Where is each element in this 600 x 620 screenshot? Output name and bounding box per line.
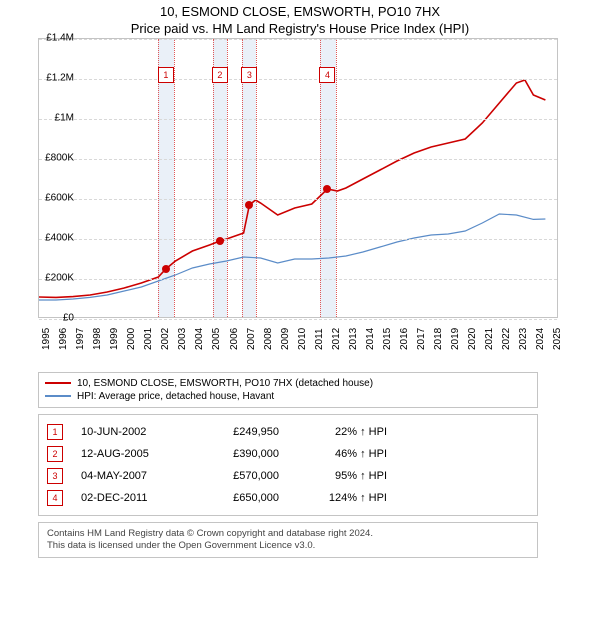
event-pct: 95% ↑ HPI <box>297 470 387 482</box>
plot-region: 1 23 4 <box>38 38 558 318</box>
x-axis-labels: 1995 1996 1997 1998 1999 2000 2001 2002 2003 2004… <box>38 320 558 368</box>
x-axis-label: 2017 <box>416 328 427 350</box>
event-price: £570,000 <box>199 470 279 482</box>
series-hpi <box>39 214 545 300</box>
x-axis-label: 2021 <box>484 328 495 350</box>
x-axis-label: 2022 <box>501 328 512 350</box>
y-axis-label: £0 <box>24 312 74 323</box>
event-flag: 3 <box>47 468 63 484</box>
x-axis-label: 2010 <box>297 328 308 350</box>
y-axis-label: £1.4M <box>24 32 74 43</box>
event-pct: 46% ↑ HPI <box>297 448 387 460</box>
y-axis-label: £800K <box>24 152 74 163</box>
event-row: 3 04-MAY-2007 £570,000 95% ↑ HPI <box>47 465 529 487</box>
x-axis-label: 1995 <box>41 328 52 350</box>
title-line2: Price paid vs. HM Land Registry's House … <box>0 21 600 38</box>
flag-box: 3 <box>241 67 257 83</box>
x-axis-label: 1999 <box>109 328 120 350</box>
title-line1: 10, ESMOND CLOSE, EMSWORTH, PO10 7HX <box>0 4 600 21</box>
footer-line2: This data is licensed under the Open Gov… <box>47 540 529 552</box>
gridline <box>39 279 557 280</box>
x-axis-label: 2006 <box>229 328 240 350</box>
gridline <box>39 119 557 120</box>
x-axis-label: 2008 <box>263 328 274 350</box>
x-axis-label: 2001 <box>143 328 154 350</box>
x-axis-label: 2015 <box>382 328 393 350</box>
x-axis-label: 2013 <box>348 328 359 350</box>
x-axis-label: 2007 <box>246 328 257 350</box>
x-axis-label: 1996 <box>58 328 69 350</box>
x-axis-label: 2012 <box>331 328 342 350</box>
flag-box: 4 <box>319 67 335 83</box>
gridline <box>39 239 557 240</box>
x-axis-label: 2004 <box>194 328 205 350</box>
event-price: £249,950 <box>199 426 279 438</box>
flag-box: 1 <box>158 67 174 83</box>
y-axis-label: £1M <box>24 112 74 123</box>
x-axis-label: 2005 <box>211 328 222 350</box>
x-axis-label: 2025 <box>552 328 563 350</box>
x-axis-label: 2000 <box>126 328 137 350</box>
x-axis-label: 2020 <box>467 328 478 350</box>
y-axis-label: £400K <box>24 232 74 243</box>
event-date: 12-AUG-2005 <box>81 448 181 460</box>
x-axis-label: 2009 <box>280 328 291 350</box>
event-price: £650,000 <box>199 492 279 504</box>
x-axis-label: 2003 <box>177 328 188 350</box>
footer-line1: Contains HM Land Registry data © Crown c… <box>47 528 529 540</box>
chart-svg <box>39 39 559 319</box>
x-axis-label: 2002 <box>160 328 171 350</box>
gridline <box>39 159 557 160</box>
event-flag: 2 <box>47 446 63 462</box>
legend-swatch <box>45 395 71 397</box>
chart-title: 10, ESMOND CLOSE, EMSWORTH, PO10 7HX Pri… <box>0 0 600 38</box>
y-axis-label: £200K <box>24 272 74 283</box>
x-axis-label: 2014 <box>365 328 376 350</box>
x-axis-label: 2024 <box>535 328 546 350</box>
legend-label: HPI: Average price, detached house, Hava… <box>77 391 274 402</box>
legend-item: 10, ESMOND CLOSE, EMSWORTH, PO10 7HX (de… <box>45 377 531 390</box>
gridline <box>39 79 557 80</box>
flag-box: 2 <box>212 67 228 83</box>
legend-swatch <box>45 382 71 384</box>
x-axis-label: 2023 <box>518 328 529 350</box>
event-flag: 4 <box>47 490 63 506</box>
events-table: 1 10-JUN-2002 £249,950 22% ↑ HPI 2 12-AUG-200… <box>38 414 538 516</box>
legend-item: HPI: Average price, detached house, Hava… <box>45 390 531 403</box>
legend-label: 10, ESMOND CLOSE, EMSWORTH, PO10 7HX (de… <box>77 378 373 389</box>
x-axis-label: 1998 <box>92 328 103 350</box>
x-axis-label: 2016 <box>399 328 410 350</box>
event-date: 04-MAY-2007 <box>81 470 181 482</box>
event-row: 2 12-AUG-2005 £390,000 46% ↑ HPI <box>47 443 529 465</box>
y-axis-label: £1.2M <box>24 72 74 83</box>
x-axis-label: 2018 <box>433 328 444 350</box>
x-axis-label: 2019 <box>450 328 461 350</box>
sale-marker <box>245 201 253 209</box>
attribution-footer: Contains HM Land Registry data © Crown c… <box>38 522 538 559</box>
event-row: 4 02-DEC-2011 £650,000 124% ↑ HPI <box>47 487 529 509</box>
event-pct: 22% ↑ HPI <box>297 426 387 438</box>
gridline <box>39 199 557 200</box>
y-axis-label: £600K <box>24 192 74 203</box>
x-axis-label: 1997 <box>75 328 86 350</box>
event-flag: 1 <box>47 424 63 440</box>
sale-marker <box>162 265 170 273</box>
event-row: 1 10-JUN-2002 £249,950 22% ↑ HPI <box>47 421 529 443</box>
x-axis-label: 2011 <box>314 328 325 350</box>
series-property <box>39 80 545 297</box>
event-date: 10-JUN-2002 <box>81 426 181 438</box>
legend: 10, ESMOND CLOSE, EMSWORTH, PO10 7HX (de… <box>38 372 538 408</box>
event-price: £390,000 <box>199 448 279 460</box>
event-pct: 124% ↑ HPI <box>297 492 387 504</box>
gridline <box>39 39 557 40</box>
sale-marker <box>216 237 224 245</box>
event-date: 02-DEC-2011 <box>81 492 181 504</box>
chart-area: 1 23 4 1995 1996 1997 1998 1999 2000 2001 2002 200… <box>38 38 598 368</box>
sale-marker <box>323 185 331 193</box>
